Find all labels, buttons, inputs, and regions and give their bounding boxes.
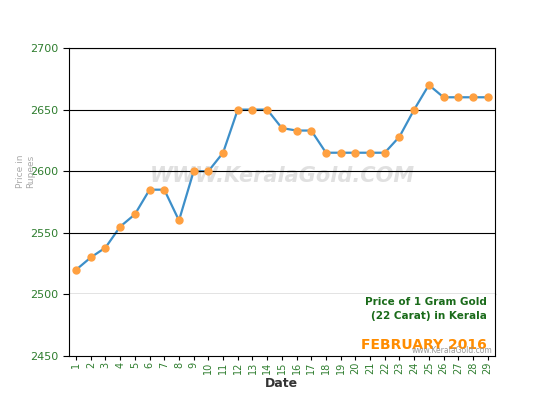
Point bbox=[160, 186, 169, 193]
Point bbox=[483, 94, 492, 100]
X-axis label: Date: Date bbox=[265, 377, 299, 390]
Point bbox=[439, 94, 448, 100]
Point bbox=[336, 150, 345, 156]
Point bbox=[130, 211, 139, 218]
Point bbox=[366, 150, 375, 156]
Point bbox=[381, 150, 389, 156]
Point bbox=[395, 134, 404, 140]
Point bbox=[454, 94, 463, 100]
Point bbox=[263, 106, 272, 113]
Point bbox=[204, 168, 213, 174]
Text: WWW.KeralaGold.COM: WWW.KeralaGold.COM bbox=[149, 166, 415, 186]
Text: FEBRUARY 2016: FEBRUARY 2016 bbox=[361, 338, 486, 352]
Point bbox=[233, 106, 242, 113]
Point bbox=[322, 150, 331, 156]
Point bbox=[292, 127, 301, 134]
Y-axis label: Price in
Rupees: Price in Rupees bbox=[16, 154, 36, 188]
Text: Price of 1 Gram Gold
(22 Carat) in Kerala: Price of 1 Gram Gold (22 Carat) in Keral… bbox=[365, 298, 486, 321]
Point bbox=[410, 106, 419, 113]
Point bbox=[469, 94, 477, 100]
Point bbox=[145, 186, 154, 193]
Point bbox=[351, 150, 360, 156]
Point bbox=[174, 217, 183, 224]
Point bbox=[189, 168, 198, 174]
Point bbox=[86, 254, 95, 261]
Text: www.KeralaGold.com: www.KeralaGold.com bbox=[412, 346, 493, 355]
Point bbox=[72, 266, 80, 273]
Point bbox=[248, 106, 257, 113]
Point bbox=[307, 127, 316, 134]
Point bbox=[277, 125, 286, 131]
Point bbox=[219, 150, 228, 156]
Point bbox=[101, 244, 110, 251]
Point bbox=[425, 82, 433, 88]
Point bbox=[116, 224, 125, 230]
